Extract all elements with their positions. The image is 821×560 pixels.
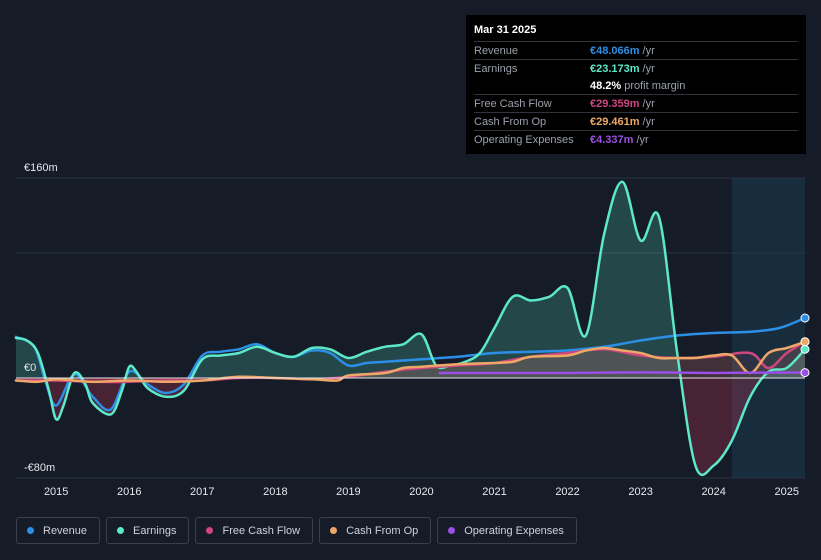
tooltip-row-unit: /yr <box>642 97 655 110</box>
tooltip-row-unit: /yr <box>642 62 655 75</box>
cash-from-op-endpoint <box>800 337 810 347</box>
x-tick-label-2023: 2023 <box>628 486 652 498</box>
x-tick-label-2025: 2025 <box>774 486 798 498</box>
revenue-line <box>14 316 807 412</box>
tooltip-row-earnings: Earnings €23.173m/yr <box>474 59 798 77</box>
tooltip-row-label: Revenue <box>474 44 519 57</box>
tooltip-row-revenue: Revenue €48.066m/yr <box>474 41 798 59</box>
x-tick-label-2018: 2018 <box>263 486 287 498</box>
legend-dot-icon <box>448 527 456 534</box>
revenue-endpoint <box>800 313 810 323</box>
earnings-area-positive <box>16 181 805 378</box>
tooltip-row-cash-from-op: Cash From Op €29.461m/yr <box>474 112 798 130</box>
legend-label: Revenue <box>43 524 88 537</box>
cash-from-op-line <box>14 340 807 384</box>
x-tick-label-2020: 2020 <box>409 486 433 498</box>
tooltip-row-label: Free Cash Flow <box>474 97 552 110</box>
series-areas <box>16 181 805 475</box>
y-axis-labels: €160m €0 -€80m <box>24 162 58 474</box>
x-tick-label-2015: 2015 <box>44 486 68 498</box>
chart-legend: Revenue Earnings Free Cash Flow Cash From O… <box>16 517 577 544</box>
legend-label: Free Cash Flow <box>222 524 301 537</box>
tooltip-row-unit: profit margin <box>624 79 686 92</box>
cash-from-op-area-positive <box>16 341 805 378</box>
earnings-line <box>14 180 807 477</box>
tooltip-row-unit: /yr <box>642 44 655 57</box>
legend-dot-icon <box>27 527 34 534</box>
earnings-area-negative <box>16 378 805 475</box>
x-tick-label-2024: 2024 <box>701 486 725 498</box>
tooltip-row-value: 48.2% <box>590 79 622 92</box>
tooltip-row-label: Operating Expenses <box>474 133 574 146</box>
free-cash-flow-area-positive <box>16 341 805 378</box>
x-axis-labels: 2015 2016 2017 2018 2019 2020 2021 2022 2023 2024… <box>44 486 799 498</box>
tooltip-row-value: €29.461m <box>590 115 640 128</box>
tooltip-row-value: €23.173m <box>590 62 640 75</box>
tooltip-row-value: €48.066m <box>590 44 640 57</box>
legend-item-revenue[interactable]: Revenue <box>16 517 101 544</box>
tooltip-date: Mar 31 2025 <box>474 24 537 36</box>
operating-expenses-endpoint <box>800 368 810 378</box>
legend-item-earnings[interactable]: Earnings <box>106 517 190 544</box>
x-tick-label-2021: 2021 <box>482 486 506 498</box>
tooltip-row-value: €4.337m <box>590 133 634 146</box>
legend-dot-icon <box>330 527 338 534</box>
legend-dot-icon <box>206 527 214 534</box>
series-endpoints <box>800 313 810 378</box>
x-tick-label-2017: 2017 <box>190 486 214 498</box>
series-lines <box>14 180 807 477</box>
legend-item-cash-from-op[interactable]: Cash From Op <box>319 517 432 544</box>
tooltip-row-value: €29.359m <box>590 97 640 110</box>
tooltip-panel: Mar 31 2025 Revenue €48.066m/yr Earnings €2… <box>466 15 806 154</box>
legend-label: Operating Expenses <box>464 524 564 537</box>
tooltip-row-unit: /yr <box>642 115 655 128</box>
x-tick-label-2016: 2016 <box>117 486 141 498</box>
y-tick-label--160m: €160m <box>24 162 58 174</box>
legend-dot-icon <box>117 527 125 534</box>
legend-item-free-cash-flow[interactable]: Free Cash Flow <box>195 517 314 544</box>
legend-item-operating-expenses[interactable]: Operating Expenses <box>437 517 577 544</box>
legend-label: Cash From Op <box>346 524 419 537</box>
tooltip-row-unit: /yr <box>636 133 649 146</box>
y-tick-label--0: €0 <box>24 362 36 374</box>
tooltip-row-label: Earnings <box>474 62 518 75</box>
tooltip-row-label: Cash From Op <box>474 115 547 128</box>
tooltip-row-free-cash-flow: Free Cash Flow €29.359m/yr <box>474 94 798 112</box>
x-tick-label-2019: 2019 <box>336 486 360 498</box>
gridlines <box>16 177 805 479</box>
tooltip-row-operating-expenses: Operating Expenses €4.337m/yr <box>474 130 798 148</box>
tooltip-row-profit-margin: 48.2% profit margin <box>474 77 798 94</box>
forecast-shade <box>731 178 805 478</box>
operating-expenses-line <box>438 371 807 375</box>
y-tick-label--80m: -€80m <box>24 462 55 474</box>
x-tick-label-2022: 2022 <box>555 486 579 498</box>
earnings-endpoint <box>800 344 810 354</box>
tooltip-rows: Revenue €48.066m/yr Earnings €23.173m/yr 48.… <box>474 41 798 148</box>
legend-label: Earnings <box>133 524 177 537</box>
